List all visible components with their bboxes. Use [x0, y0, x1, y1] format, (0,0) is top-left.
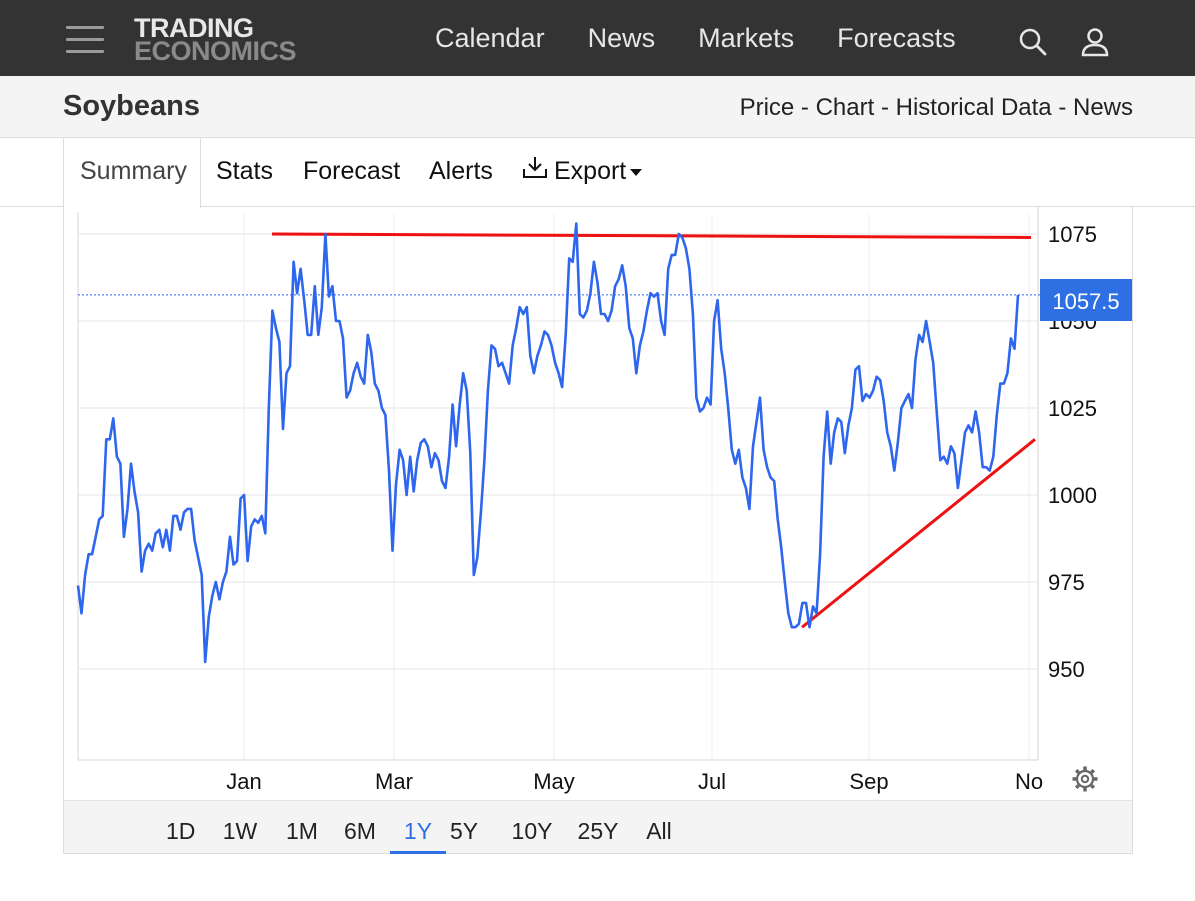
- tab-forecast[interactable]: Forecast: [303, 157, 401, 185]
- range-button-all[interactable]: All: [646, 818, 672, 844]
- crumb-separator: -: [874, 94, 896, 121]
- tab-summary[interactable]: Summary: [63, 138, 201, 208]
- range-button-5y[interactable]: 5Y: [450, 818, 479, 844]
- range-button-1w[interactable]: 1W: [222, 818, 258, 844]
- range-button-1y[interactable]: 1Y: [390, 801, 446, 854]
- nav-calendar[interactable]: Calendar: [435, 22, 545, 53]
- nav-forecasts[interactable]: Forecasts: [837, 22, 956, 53]
- download-icon: [522, 139, 548, 206]
- nav-markets[interactable]: Markets: [698, 22, 795, 53]
- range-button-1d[interactable]: 1D: [166, 818, 196, 844]
- main-nav: Calendar News Markets Forecasts: [435, 0, 999, 76]
- tab-alerts[interactable]: Alerts: [429, 157, 493, 185]
- page-title: Soybeans: [63, 90, 200, 122]
- range-button-10y[interactable]: 10Y: [511, 818, 553, 844]
- range-button-1m[interactable]: 1M: [286, 818, 318, 844]
- crumb-chart[interactable]: Chart: [815, 94, 875, 121]
- breadcrumb: Price - Chart - Historical Data - News: [740, 94, 1133, 122]
- trading-economics-logo[interactable]: TRADING ECONOMICS: [134, 13, 297, 66]
- chart-panel: [63, 207, 1133, 854]
- range-button-6m[interactable]: 6M: [344, 818, 376, 844]
- crumb-separator: -: [1051, 94, 1073, 121]
- crumb-price[interactable]: Price: [739, 94, 795, 121]
- instrument-header: Soybeans Price - Chart - Historical Data…: [0, 76, 1195, 138]
- crumb-separator: -: [794, 94, 816, 121]
- tabs-bar: Summary Stats Forecast Alerts Export: [0, 138, 1195, 208]
- tab-stats[interactable]: Stats: [216, 157, 273, 185]
- user-icon[interactable]: [1080, 26, 1112, 58]
- crumb-news[interactable]: News: [1072, 94, 1133, 121]
- range-selector: 1D 1W 1M 6M 1Y 5Y 10Y 25Y All: [64, 800, 1132, 854]
- top-navbar: TRADING ECONOMICS Calendar News Markets …: [0, 0, 1195, 76]
- logo-line-2: ECONOMICS: [134, 36, 297, 66]
- crumb-historical-data[interactable]: Historical Data: [895, 94, 1052, 121]
- range-button-25y[interactable]: 25Y: [577, 818, 619, 844]
- hamburger-icon[interactable]: [66, 26, 106, 56]
- tab-export[interactable]: Export: [522, 138, 643, 207]
- nav-news[interactable]: News: [587, 22, 656, 53]
- export-label: Export: [554, 157, 627, 185]
- search-icon[interactable]: [1017, 26, 1049, 58]
- logo-line-1: TRADING: [134, 13, 254, 43]
- chevron-down-icon: [630, 168, 643, 176]
